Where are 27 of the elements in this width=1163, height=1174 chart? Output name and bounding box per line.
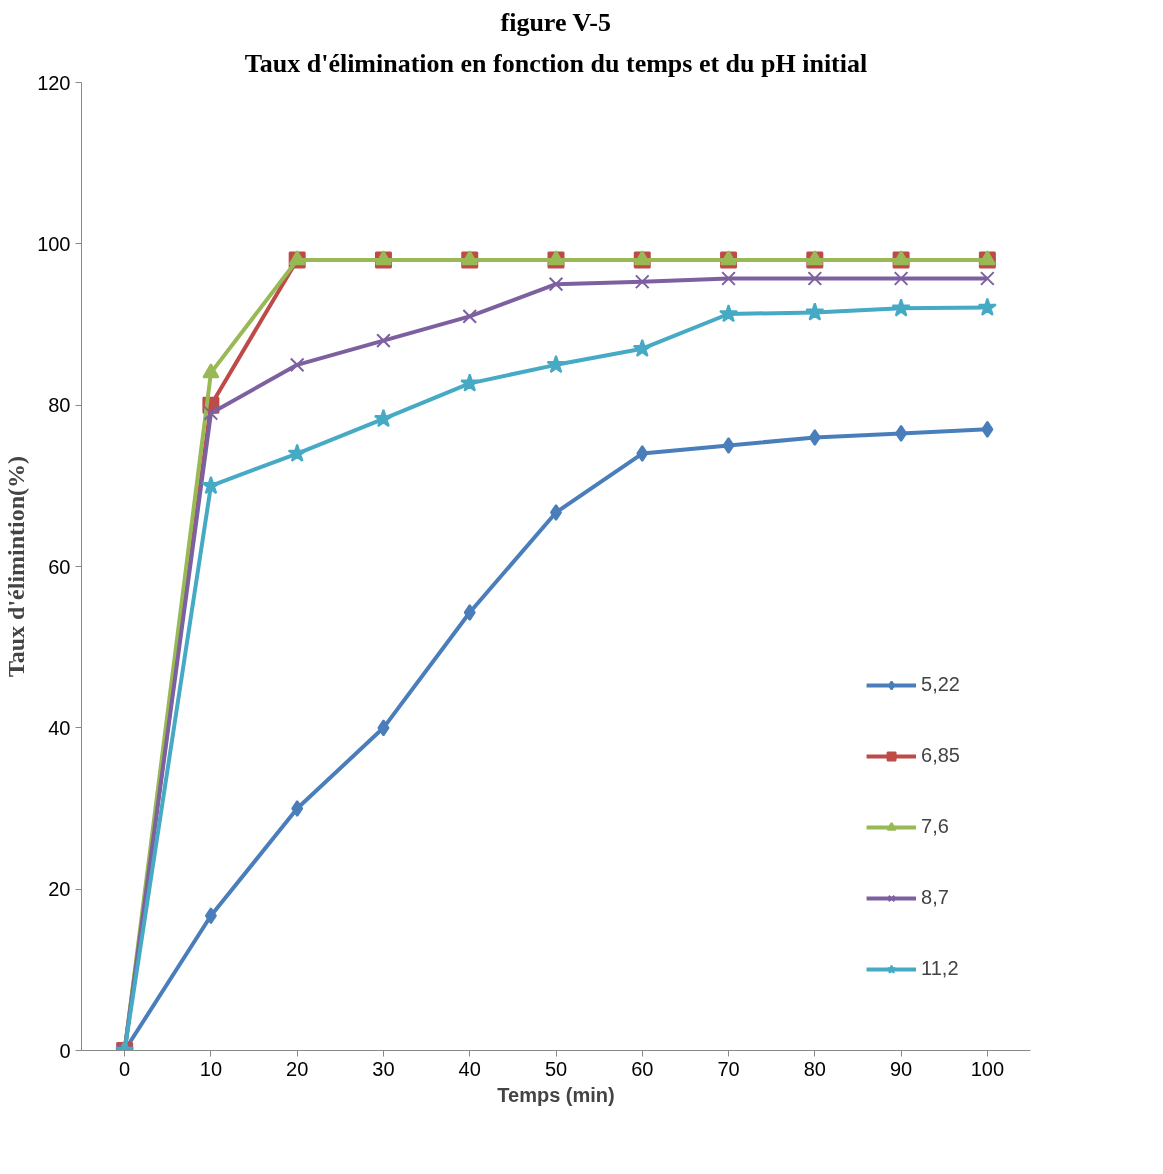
y-tick-label: 20 [48, 878, 71, 901]
legend-label: 6,85 [921, 744, 960, 767]
legend-label: 7,6 [921, 815, 949, 838]
y-tick-label: 0 [59, 1039, 71, 1062]
x-tick-label: 0 [119, 1057, 131, 1080]
x-tick-label: 60 [631, 1057, 654, 1080]
x-tick-label: 20 [286, 1057, 309, 1080]
chart-subtitle: Taux d'élimination en fonction du temps et du pH initial [244, 48, 868, 78]
x-tick-label: 80 [803, 1057, 826, 1080]
y-tick-label: 80 [48, 394, 71, 417]
x-axis-title: Temps (min) [497, 1083, 615, 1106]
y-tick-label: 100 [37, 232, 71, 255]
x-tick-label: 10 [199, 1057, 223, 1080]
x-tick-label: 50 [544, 1057, 568, 1080]
legend-label: 11,2 [921, 957, 959, 980]
x-tick-label: 40 [458, 1057, 481, 1080]
x-tick-label: 30 [372, 1057, 395, 1080]
legend-label: 5,22 [921, 673, 960, 696]
x-tick-label: 100 [970, 1057, 1005, 1080]
y-axis-title: Taux d'élimintion(%) [3, 455, 30, 678]
y-tick-label: 40 [48, 716, 71, 739]
x-tick-label: 70 [717, 1057, 740, 1080]
x-tick-label: 90 [889, 1057, 913, 1080]
y-tick-label: 60 [48, 555, 71, 578]
legend-label: 8,7 [921, 886, 949, 909]
chart-title: figure V-5 [500, 7, 612, 37]
y-tick-label: 120 [37, 71, 71, 94]
